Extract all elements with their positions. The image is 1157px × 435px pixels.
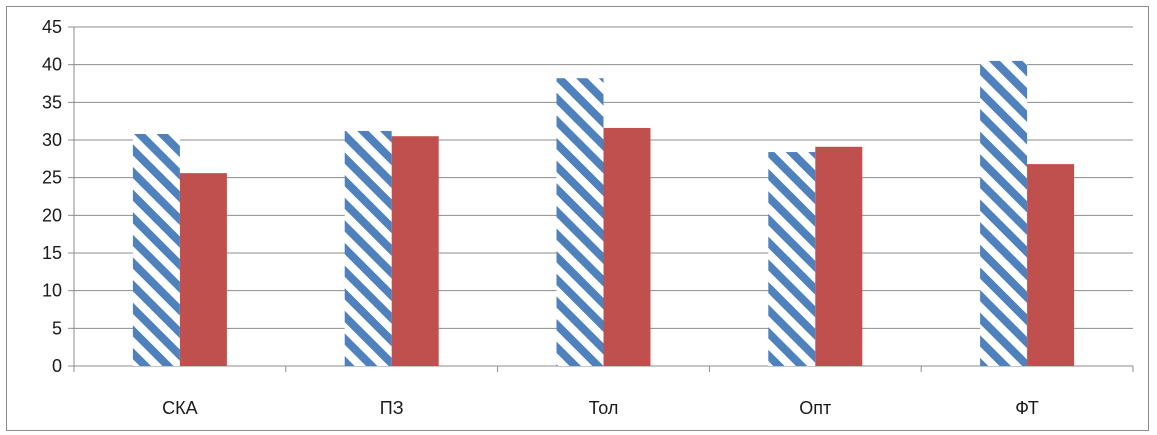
bar-series-1-СКА xyxy=(132,133,180,366)
y-tick-label: 5 xyxy=(52,318,62,338)
y-tick-label: 10 xyxy=(42,281,62,301)
bar-series-2-ФТ xyxy=(1027,164,1075,366)
bar-series-2-Опт xyxy=(815,146,863,366)
x-category-label: Опт xyxy=(799,398,831,418)
bar-series-1-Опт xyxy=(768,152,816,366)
y-tick-label: 35 xyxy=(42,92,62,112)
axis-labels: 0 5 10 15 20 25 30 35 40 45 СКА ПЗ Тол Опт ФТ xyxy=(42,17,1039,418)
y-tick-label: 40 xyxy=(42,55,62,75)
y-tick-label: 20 xyxy=(42,205,62,225)
x-category-label: ФТ xyxy=(1015,398,1039,418)
y-tick-label: 15 xyxy=(42,243,62,263)
y-tick-label: 25 xyxy=(42,168,62,188)
bar-series-2-ПЗ xyxy=(391,136,439,366)
y-tick-label: 30 xyxy=(42,130,62,150)
bar-series-1-ФТ xyxy=(980,60,1028,367)
bars xyxy=(132,60,1075,367)
bar-series-1-ПЗ xyxy=(344,130,392,366)
x-category-label: Тол xyxy=(589,398,619,418)
x-category-label: ПЗ xyxy=(380,398,404,418)
bar-series-1-Тол xyxy=(556,78,604,366)
y-tick-label: 45 xyxy=(42,17,62,37)
y-tick-label: 0 xyxy=(52,356,62,376)
bar-series-2-СКА xyxy=(179,173,227,366)
x-category-label: СКА xyxy=(162,398,198,418)
bar-series-2-Тол xyxy=(603,127,651,367)
